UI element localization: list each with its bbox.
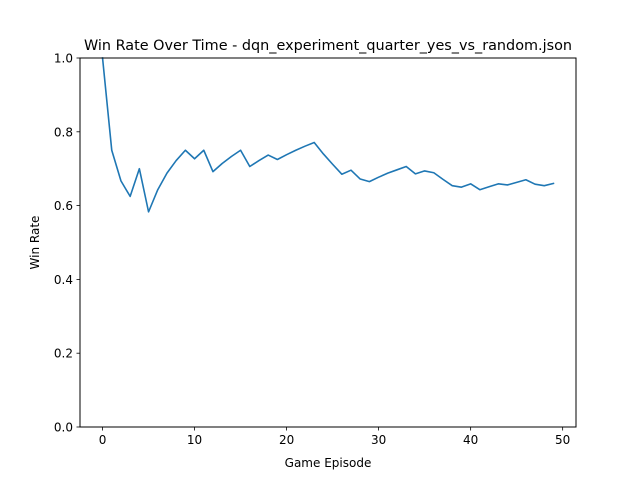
x-tick-label: 20	[279, 433, 294, 447]
y-tick-label: 0.2	[54, 347, 73, 361]
y-tick-label: 0.0	[54, 421, 73, 435]
x-tick-label: 50	[555, 433, 570, 447]
chart-title: Win Rate Over Time - dqn_experiment_quar…	[84, 38, 572, 54]
y-tick-label: 0.4	[54, 273, 73, 287]
x-tick-label: 40	[463, 433, 478, 447]
x-tick-label: 10	[187, 433, 202, 447]
y-axis-label: Win Rate	[28, 216, 42, 270]
x-tick-label: 0	[99, 433, 107, 447]
x-tick-label: 30	[371, 433, 386, 447]
y-tick-label: 1.0	[54, 52, 73, 66]
y-tick-label: 0.6	[54, 199, 73, 213]
plot-area-background	[80, 58, 576, 427]
y-tick-label: 0.8	[54, 125, 73, 139]
x-axis-label: Game Episode	[285, 456, 372, 470]
